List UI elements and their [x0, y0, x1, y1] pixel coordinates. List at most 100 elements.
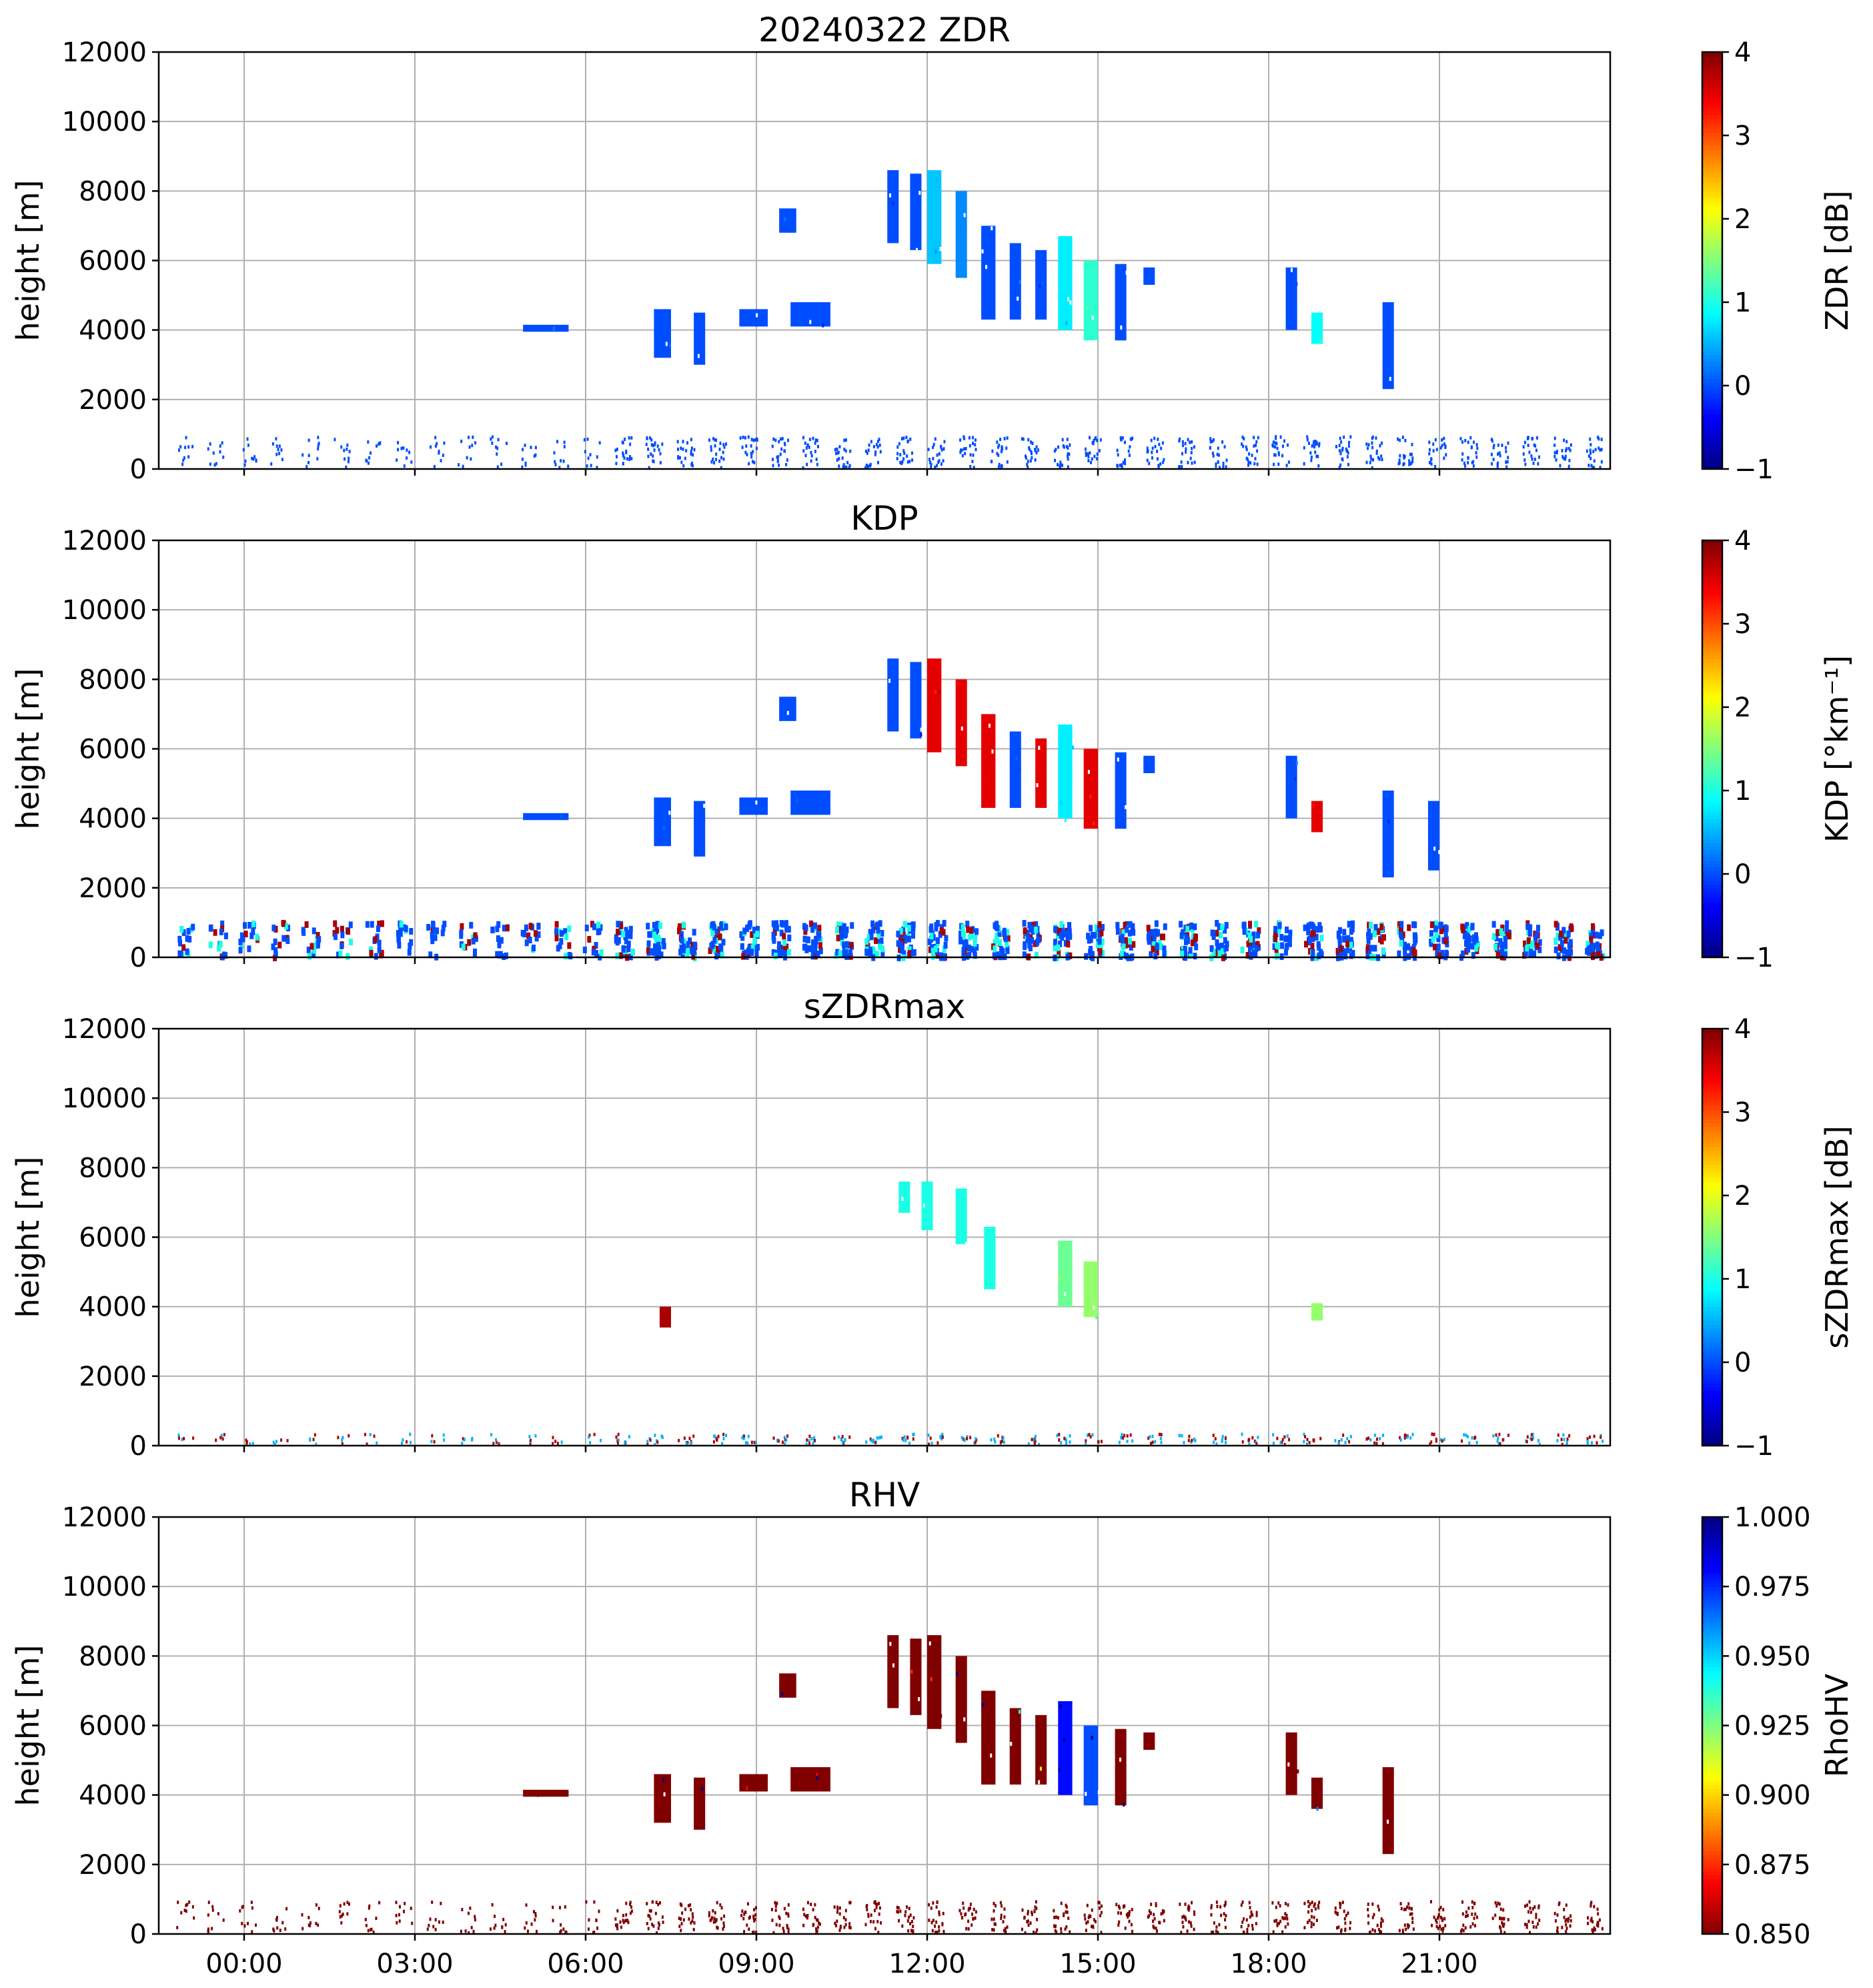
colorbar-segment: [1702, 312, 1722, 317]
surface-echo-point: [379, 951, 384, 959]
colorbar-segment: [1702, 1112, 1722, 1117]
surface-echo-point: [1161, 1909, 1164, 1913]
surface-echo-point: [435, 927, 440, 935]
surface-echo-point: [1314, 440, 1317, 444]
surface-echo-point: [623, 438, 626, 442]
surface-echo-point: [752, 1930, 755, 1934]
surface-echo-point: [348, 1434, 350, 1438]
surface-echo-point: [506, 442, 508, 446]
colorbar-segment: [1702, 1032, 1722, 1037]
surface-echo-point: [1281, 1916, 1284, 1920]
surface-echo-point: [1318, 949, 1323, 956]
surface-echo-point: [928, 458, 930, 462]
surface-echo-point: [1342, 1433, 1345, 1437]
surface-echo-point: [246, 437, 249, 441]
surface-echo-point: [896, 931, 900, 938]
surface-echo-point: [251, 1930, 253, 1934]
surface-echo-point: [1068, 452, 1071, 456]
surface-echo-point: [1217, 1931, 1219, 1935]
surface-echo-point: [626, 945, 631, 953]
surface-echo-point: [567, 464, 570, 468]
colorbar-segment: [1702, 676, 1722, 680]
surface-echo-point: [583, 438, 586, 442]
surface-echo-point: [1345, 1913, 1347, 1917]
surface-echo-point: [209, 462, 211, 466]
surface-echo-point: [1381, 1919, 1384, 1923]
echo-regions: [659, 1181, 1323, 1328]
surface-echo-point: [1586, 941, 1590, 948]
colorbar-segment: [1702, 1544, 1722, 1549]
surface-echo-point: [1152, 1919, 1155, 1923]
surface-echo-point: [874, 452, 876, 456]
colorbar-segment: [1702, 710, 1722, 715]
surface-echo-point: [1279, 1904, 1281, 1908]
surface-echo-point: [1464, 935, 1469, 942]
surface-echo-point: [346, 1912, 349, 1916]
surface-echo-point: [497, 941, 502, 949]
surface-echo-point: [474, 441, 477, 445]
surface-echo-point: [866, 1908, 868, 1912]
surface-echo-point: [1537, 1439, 1540, 1443]
echo-speckle: [1015, 757, 1018, 761]
surface-echo-point: [1211, 930, 1216, 937]
surface-echo-point: [1598, 446, 1600, 450]
surface-echo-point: [223, 1433, 225, 1437]
surface-echo-point: [1503, 1931, 1506, 1935]
colorbar-segment: [1702, 462, 1722, 466]
colorbar-segment: [1702, 1296, 1722, 1301]
surface-echo-point: [1004, 1927, 1007, 1931]
surface-echo-point: [959, 1909, 961, 1913]
surface-echo-point: [1193, 445, 1196, 449]
surface-echo-point: [1317, 454, 1319, 458]
surface-echo-point: [1283, 1917, 1285, 1921]
surface-echo-point: [502, 1917, 505, 1921]
echo-speckle: [1039, 1767, 1042, 1771]
surface-echo-point: [802, 1923, 805, 1927]
surface-echo-point: [875, 443, 878, 447]
y-axis-label: height [m]: [10, 1157, 46, 1318]
surface-echo-point: [1000, 1913, 1003, 1917]
surface-echo-point: [741, 1436, 744, 1440]
surface-echo-point: [1562, 1433, 1565, 1437]
surface-echo-point: [1249, 461, 1252, 465]
surface-echo-point: [211, 1905, 214, 1909]
surface-echo-point: [1068, 952, 1073, 959]
surface-echo-point: [1129, 943, 1133, 951]
colorbar-segment: [1702, 1358, 1722, 1363]
surface-echo-point: [649, 1438, 652, 1442]
surface-echo-point: [803, 1913, 806, 1917]
surface-echo-point: [341, 1438, 344, 1442]
surface-echo-point: [1434, 438, 1437, 442]
surface-echo-point: [836, 458, 838, 462]
surface-echo-point: [1241, 1900, 1244, 1904]
surface-echo-point: [471, 937, 476, 945]
surface-echo-point: [1223, 1912, 1225, 1916]
surface-echo-point: [1600, 448, 1603, 452]
surface-echo-point: [967, 951, 972, 959]
surface-echo-point: [866, 1904, 868, 1908]
surface-echo-point: [927, 448, 930, 452]
surface-echo-point: [1003, 935, 1008, 943]
surface-echo-point: [1281, 444, 1284, 448]
surface-echo-point: [993, 1928, 995, 1932]
surface-echo-point: [880, 949, 885, 957]
surface-echo-point: [185, 1909, 187, 1913]
surface-echo-point: [1591, 923, 1596, 930]
echo-speckle: [697, 354, 700, 358]
colorbar-segment: [1702, 1115, 1722, 1120]
surface-echo-point: [808, 446, 810, 450]
y-tick-label: 10000: [62, 595, 147, 626]
surface-echo-point: [1565, 1903, 1568, 1907]
surface-echo-point: [1500, 943, 1505, 951]
surface-echo-point: [1492, 1434, 1495, 1438]
surface-echo-point: [714, 444, 716, 448]
colorbar-segment: [1702, 1596, 1722, 1601]
surface-echo-point: [1127, 449, 1130, 453]
surface-echo-point: [648, 466, 650, 470]
colorbar-tick-label: 0.925: [1734, 1711, 1811, 1742]
surface-echo-point: [747, 435, 750, 439]
surface-echo-point: [652, 921, 656, 929]
surface-echo-point: [747, 1434, 750, 1438]
surface-echo-point: [180, 1911, 183, 1915]
surface-echo-point: [1005, 446, 1008, 450]
